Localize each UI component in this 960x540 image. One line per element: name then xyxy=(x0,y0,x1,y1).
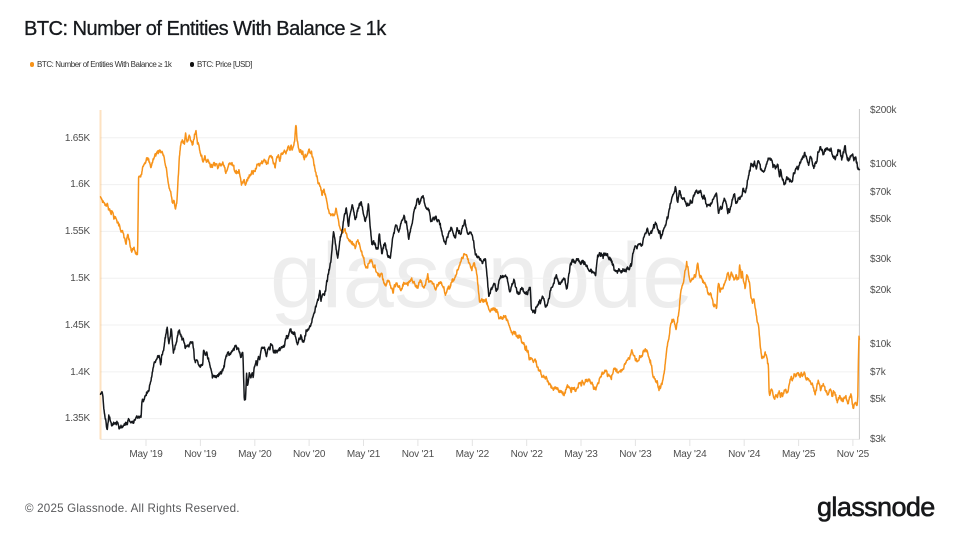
svg-text:glassnode: glassnode xyxy=(270,225,694,327)
